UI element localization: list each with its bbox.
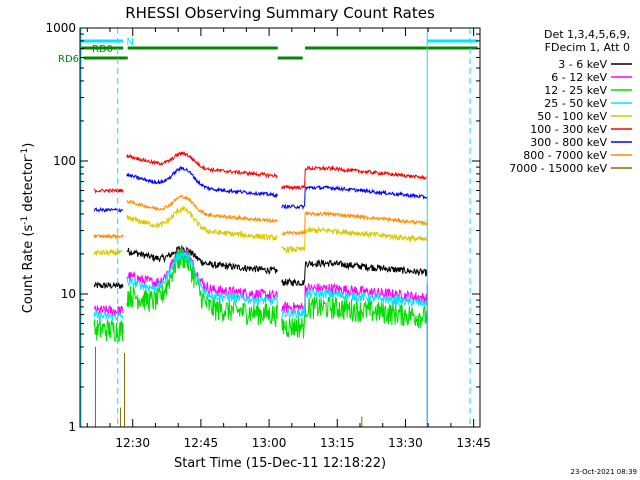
status-bar-label: RD0 [92,44,113,55]
series-line [93,194,428,240]
legend: Det 1,3,4,5,6,9, FDecim 1, Att 0 3 - 6 k… [509,28,632,175]
series-line [93,151,428,195]
series-line [93,205,428,256]
y-tick-label: 10 [61,287,76,301]
y-axis-label-main: Count Rate (s [21,225,36,314]
series-line [94,346,363,427]
series-line [93,247,428,343]
chart-title: RHESSI Observing Summary Count Rates [125,4,435,22]
y-tick-label: 1000 [45,21,76,35]
x-axis-ticks: 12:30 12:45 13:00 13:15 13:30 13:45 [86,28,491,450]
legend-item: 800 - 7000 keV [523,149,632,162]
legend-item: 100 - 300 keV [530,123,632,136]
status-bars: N RD0 RD6 [58,37,478,65]
series-line [93,245,428,289]
legend-item: 3 - 6 keV [558,58,632,71]
y-tick-label: 100 [53,154,76,168]
legend-item: 7000 - 15000 keV [509,162,632,175]
x-axis-label: Start Time (15-Dec-11 12:18:22) [174,456,386,471]
y-axis-label-sup1: -1 [20,216,30,225]
legend-item: 25 - 50 keV [544,97,632,110]
vertical-markers [80,28,471,427]
y-axis-label: Count Rate (s-1 detector-1) [20,143,36,314]
y-tick-label: 1 [68,420,76,434]
x-tick-label: 12:30 [115,436,150,450]
y-axis-ticks: 1 10 100 1000 [45,21,480,434]
y-axis-label-mid: detector [21,156,36,216]
y-axis-label-end: ) [21,143,36,148]
legend-item: 300 - 800 keV [530,136,632,149]
y-axis-label-sup2: -1 [20,148,30,157]
legend-item-label: 800 - 7000 keV [523,149,607,162]
legend-item-label: 7000 - 15000 keV [509,162,607,175]
legend-item-label: 12 - 25 keV [544,84,607,97]
x-tick-label: 13:30 [388,436,423,450]
x-tick-label: 13:00 [252,436,287,450]
plot-frame [79,27,481,428]
legend-item: 6 - 12 keV [551,71,632,84]
x-tick-label: 13:45 [456,436,491,450]
legend-item-label: 50 - 100 keV [537,110,607,123]
legend-header-line-1: Det 1,3,4,5,6,9, [544,28,630,41]
legend-item-label: 300 - 800 keV [530,136,607,149]
legend-item: 50 - 100 keV [537,110,632,123]
x-tick-label: 13:15 [320,436,355,450]
series-lines [93,151,428,427]
status-bar-label: N [126,37,133,48]
legend-item-label: 25 - 50 keV [544,97,607,110]
footer-date: 23-Oct-2021 08:39 [571,468,637,476]
status-bar-label: RD6 [58,54,79,65]
legend-item-label: 6 - 12 keV [551,71,607,84]
legend-item-label: 3 - 6 keV [558,58,607,71]
x-tick-label: 12:45 [184,436,219,450]
legend-header-line-2: FDecim 1, Att 0 [545,41,630,54]
legend-item: 12 - 25 keV [544,84,632,97]
legend-item-label: 100 - 300 keV [530,123,607,136]
